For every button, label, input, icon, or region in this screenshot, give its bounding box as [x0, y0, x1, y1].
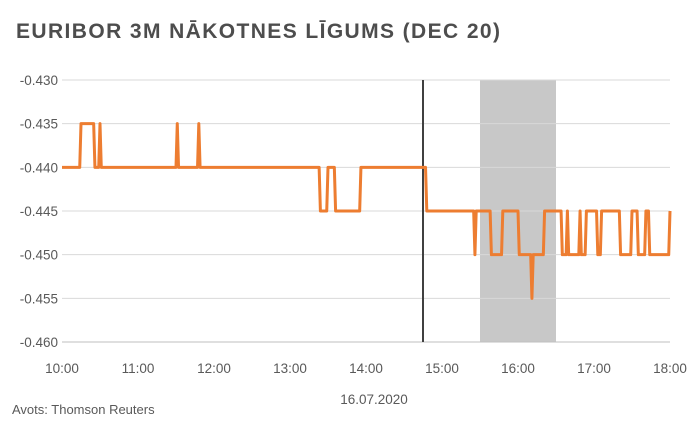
x-tick-label: 13:00 [273, 361, 307, 376]
y-tick-label: -0.460 [20, 335, 58, 350]
chart-title: EURIBOR 3M NĀKOTNES LĪGUMS (DEC 20) [16, 20, 502, 43]
y-tick-label: -0.450 [20, 248, 58, 263]
x-tick-label: 18:00 [653, 361, 687, 376]
y-tick-label: -0.445 [20, 204, 58, 219]
source-note: Avots: Thomson Reuters [12, 402, 155, 417]
x-tick-label: 16:00 [501, 361, 535, 376]
x-tick-label: 10:00 [45, 361, 79, 376]
x-tick-label: 14:00 [349, 361, 383, 376]
x-tick-label: 12:00 [197, 361, 231, 376]
y-tick-label: -0.440 [20, 160, 58, 175]
x-tick-label: 15:00 [425, 361, 459, 376]
x-axis-label: 16.07.2020 [340, 392, 408, 407]
x-tick-label: 17:00 [577, 361, 611, 376]
y-tick-label: -0.430 [20, 73, 58, 88]
y-tick-label: -0.435 [20, 117, 58, 132]
x-tick-label: 11:00 [122, 361, 155, 376]
series-line [62, 122, 672, 300]
y-tick-label: -0.455 [20, 291, 58, 306]
